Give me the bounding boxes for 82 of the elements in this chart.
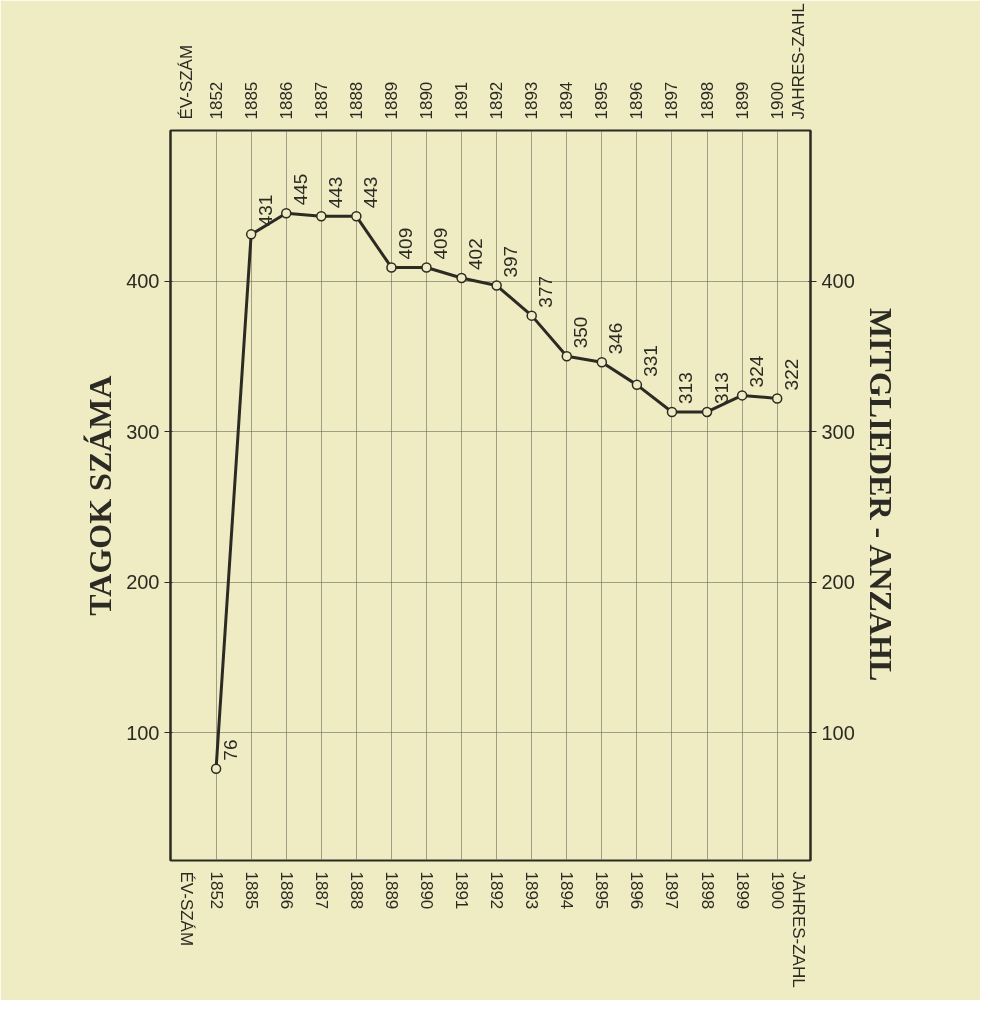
data-label: 409 bbox=[394, 227, 416, 260]
data-label: 377 bbox=[535, 275, 557, 308]
data-label: 324 bbox=[745, 355, 767, 388]
x-tick-label: 1888 bbox=[346, 871, 366, 910]
point bbox=[561, 351, 573, 362]
data-label: 445 bbox=[289, 173, 311, 206]
category-label: 1852 bbox=[206, 81, 226, 120]
x-tick-label: 1898 bbox=[697, 871, 717, 910]
x-tick-label: 1899 bbox=[732, 871, 752, 910]
text: JAHRES-ZAHL bbox=[788, 3, 808, 120]
data-label: 322 bbox=[780, 358, 802, 391]
point bbox=[736, 390, 748, 401]
category-label: 1900 bbox=[767, 81, 787, 120]
y-tick-label: 200 bbox=[126, 571, 160, 594]
data-label: 313 bbox=[675, 372, 697, 404]
point bbox=[351, 211, 362, 222]
text: ÉV-SZÁM bbox=[176, 871, 196, 947]
category-label: 1886 bbox=[276, 81, 296, 120]
x-tick-label: 1893 bbox=[522, 871, 542, 910]
data-label: 443 bbox=[359, 176, 381, 209]
category-label: 1898 bbox=[697, 81, 717, 120]
x-tick-label: 1852 bbox=[206, 871, 226, 910]
data-label: 313 bbox=[710, 372, 732, 404]
category-label: 1890 bbox=[417, 81, 436, 120]
point bbox=[666, 406, 678, 418]
x-tick-label: 1892 bbox=[487, 871, 507, 910]
y-axis-title: TAGOK SZÁMA bbox=[82, 375, 119, 616]
y2-tick-label: 400 bbox=[821, 270, 855, 293]
category-label: 1887 bbox=[311, 81, 331, 120]
y2-tick-label: 100 bbox=[821, 721, 855, 744]
category-label: 1888 bbox=[346, 81, 366, 120]
x-tick-label: 1896 bbox=[627, 871, 647, 910]
y-tick-label: 400 bbox=[126, 270, 160, 293]
point bbox=[596, 357, 608, 368]
point bbox=[491, 280, 502, 291]
category-label: 1885 bbox=[241, 81, 261, 120]
category-label: 1892 bbox=[487, 81, 507, 120]
x-tick-label: 1890 bbox=[417, 871, 436, 910]
x-tick-label: 1885 bbox=[241, 871, 261, 910]
point bbox=[771, 393, 783, 404]
point bbox=[456, 272, 467, 284]
point bbox=[386, 262, 397, 273]
y2-tick-label: 300 bbox=[821, 420, 855, 443]
y-tick-label: 300 bbox=[126, 420, 160, 443]
category-label: 1889 bbox=[381, 81, 401, 120]
data-label: 350 bbox=[570, 316, 592, 349]
point bbox=[526, 310, 537, 321]
category-label: 1896 bbox=[627, 81, 647, 120]
x-tick-label: 1891 bbox=[452, 871, 472, 910]
y-tick-label: 100 bbox=[126, 721, 160, 744]
point bbox=[245, 229, 257, 240]
y2-axis-title: MITGLIEDER - ANZAHL bbox=[862, 307, 899, 682]
category-label: 1895 bbox=[592, 81, 612, 120]
category-label: 1899 bbox=[732, 81, 752, 120]
point bbox=[316, 211, 327, 222]
x-tick-label: 1889 bbox=[381, 871, 401, 910]
category-label: 1893 bbox=[522, 81, 542, 120]
category-label: 1897 bbox=[662, 81, 682, 120]
data-label: 331 bbox=[640, 345, 662, 377]
point bbox=[210, 763, 222, 774]
y2-tick-label: 200 bbox=[821, 571, 855, 594]
category-label: 1894 bbox=[557, 81, 577, 120]
x-tick-label: 1886 bbox=[276, 871, 296, 910]
data-label: 76 bbox=[219, 739, 241, 761]
data-label: 397 bbox=[500, 245, 522, 278]
point bbox=[701, 406, 713, 418]
x-tick-label: 1887 bbox=[311, 871, 331, 910]
x-tick-label: 1897 bbox=[662, 871, 682, 910]
point bbox=[421, 262, 432, 273]
x-tick-label: 1895 bbox=[592, 871, 612, 910]
data-label: 431 bbox=[254, 194, 276, 227]
data-label: 409 bbox=[430, 227, 451, 260]
point bbox=[631, 379, 643, 391]
x-tick-label: 1900 bbox=[767, 871, 787, 910]
data-label: 443 bbox=[324, 176, 346, 209]
text: ÉV-SZÁM bbox=[176, 44, 196, 120]
point bbox=[280, 208, 292, 219]
text: JAHRES-ZAHL bbox=[788, 871, 808, 988]
data-label: 402 bbox=[465, 238, 487, 271]
data-label: 346 bbox=[605, 322, 627, 355]
x-tick-label: 1894 bbox=[557, 871, 577, 910]
category-label: 1891 bbox=[452, 81, 472, 120]
